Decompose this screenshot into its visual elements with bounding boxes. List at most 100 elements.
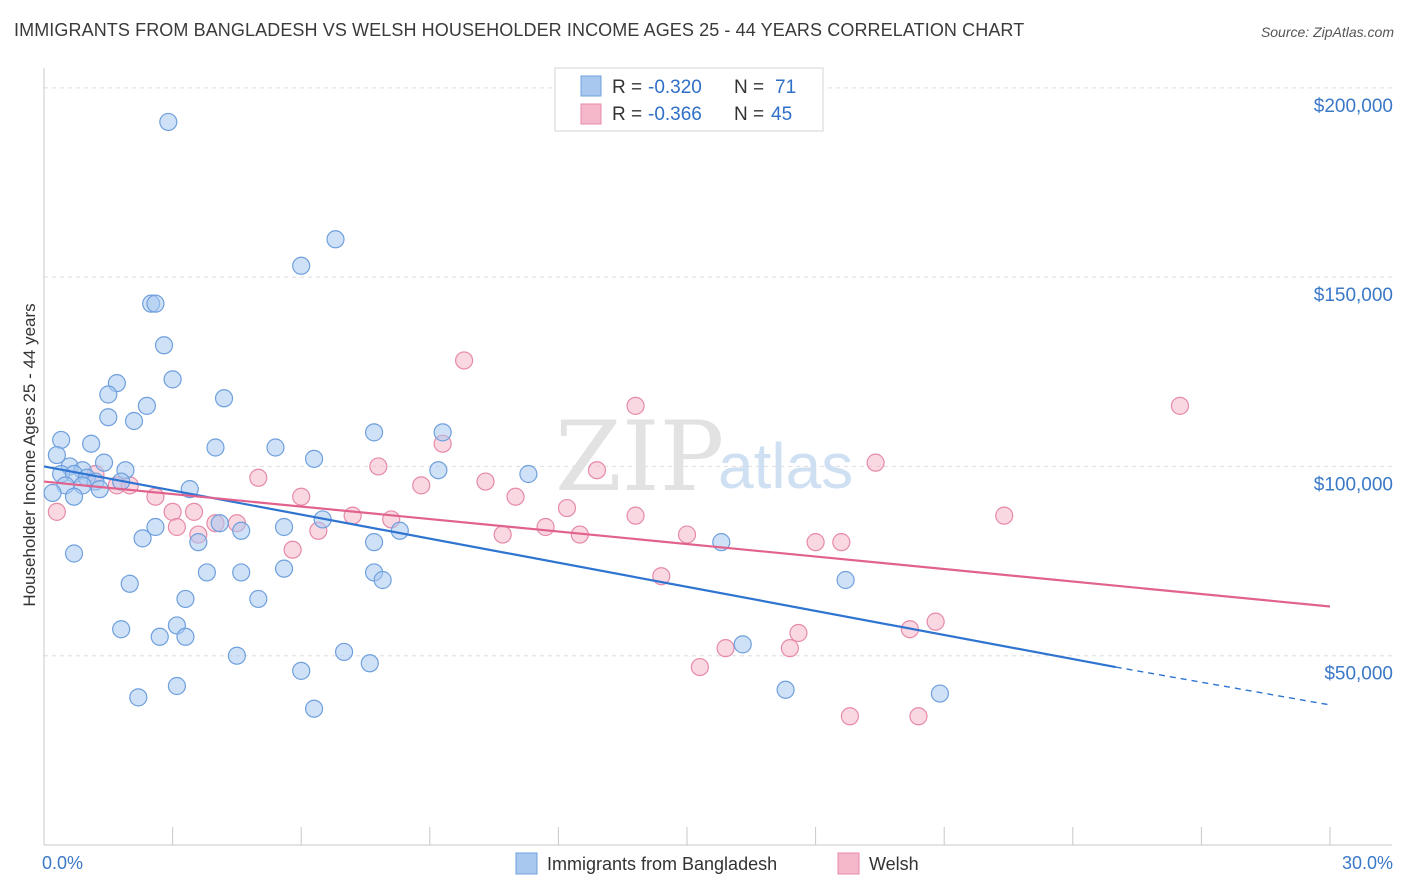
welsh-point bbox=[780, 639, 799, 658]
x-tick-marks bbox=[172, 827, 1331, 845]
welsh-point bbox=[249, 468, 268, 487]
bangladesh-point bbox=[94, 453, 114, 472]
welsh-point bbox=[536, 517, 555, 537]
series-legend-label-bangladesh[interactable]: Immigrants from Bangladesh bbox=[547, 854, 777, 874]
bangladesh-point bbox=[176, 589, 195, 609]
welsh-point bbox=[789, 623, 808, 643]
welsh-point bbox=[343, 506, 362, 525]
bangladesh-point bbox=[274, 517, 294, 537]
bangladesh-point bbox=[292, 256, 311, 275]
welsh-point bbox=[506, 487, 525, 506]
welsh-point bbox=[184, 502, 204, 521]
chart-title: IMMIGRANTS FROM BANGLADESH VS WELSH HOUS… bbox=[14, 20, 1025, 40]
welsh-point bbox=[283, 540, 302, 559]
y-tick-labels: $50,000 $100,000 $150,000 $200,000 bbox=[1314, 96, 1393, 685]
watermark-zip: ZIP bbox=[555, 401, 724, 513]
bangladesh-point bbox=[154, 336, 174, 355]
welsh-point bbox=[626, 506, 645, 525]
source-label: Source: ZipAtlas.com bbox=[1260, 24, 1394, 40]
series-legend-swatch-bangladesh[interactable] bbox=[515, 852, 538, 875]
series-legend-swatch-welsh[interactable] bbox=[837, 852, 860, 875]
welsh-point bbox=[806, 533, 825, 552]
bangladesh-point bbox=[206, 438, 225, 457]
welsh-point bbox=[493, 525, 512, 544]
bangladesh-point bbox=[292, 661, 311, 680]
bangladesh-trend-extension bbox=[1115, 666, 1331, 706]
welsh-point bbox=[476, 472, 495, 491]
legend-n-value-1: 71 bbox=[775, 77, 796, 98]
welsh-point bbox=[926, 612, 945, 631]
bangladesh-point bbox=[163, 370, 182, 389]
x-tick-label-min: 0.0% bbox=[42, 853, 83, 873]
welsh-point bbox=[412, 476, 431, 495]
bangladesh-point bbox=[124, 411, 144, 431]
bangladesh-point bbox=[64, 544, 84, 563]
series-legend: Immigrants from Bangladesh Welsh bbox=[515, 852, 919, 875]
bangladesh-point bbox=[433, 423, 452, 442]
bangladesh-point bbox=[64, 487, 84, 506]
legend-swatch-bangladesh bbox=[580, 75, 602, 97]
bangladesh-point bbox=[146, 517, 165, 537]
bangladesh-point bbox=[227, 646, 246, 665]
bangladesh-point bbox=[176, 627, 195, 646]
y-tick-label: $100,000 bbox=[1314, 474, 1393, 495]
welsh-point bbox=[840, 707, 859, 726]
welsh-point bbox=[163, 502, 182, 521]
bangladesh-point bbox=[390, 521, 409, 540]
bangladesh-point bbox=[334, 642, 354, 662]
bangladesh-point bbox=[776, 680, 795, 699]
welsh-point bbox=[995, 506, 1014, 525]
bangladesh-point bbox=[137, 396, 156, 415]
bangladesh-point bbox=[112, 620, 131, 639]
x-tick-label-max: 30.0% bbox=[1342, 853, 1393, 873]
welsh-point bbox=[167, 517, 186, 537]
welsh-point bbox=[587, 461, 607, 480]
legend-r-value-2: -0.366 bbox=[648, 104, 702, 125]
bangladesh-point bbox=[133, 529, 152, 548]
bangladesh-point bbox=[99, 408, 118, 427]
bangladesh-point bbox=[266, 438, 285, 457]
legend-r-label-2: R = bbox=[612, 104, 642, 125]
y-axis-label: Householder Income Ages 25 - 44 years bbox=[20, 303, 39, 606]
welsh-point bbox=[716, 639, 735, 658]
bangladesh-point bbox=[304, 449, 324, 468]
bangladesh-point bbox=[364, 533, 384, 552]
bangladesh-point bbox=[129, 688, 148, 707]
bangladesh-point bbox=[167, 676, 186, 696]
legend-r-value-1: -0.320 bbox=[648, 77, 702, 98]
series-legend-label-welsh[interactable]: Welsh bbox=[869, 854, 919, 874]
bangladesh-point bbox=[210, 514, 229, 533]
bangladesh-point bbox=[232, 563, 251, 582]
trend-lines bbox=[43, 465, 1331, 706]
bangladesh-point bbox=[304, 699, 324, 718]
welsh-point bbox=[454, 351, 474, 370]
legend-swatch-welsh bbox=[580, 103, 602, 125]
bangladesh-point bbox=[120, 574, 139, 593]
bangladesh-point bbox=[90, 480, 109, 499]
bangladesh-point bbox=[360, 654, 379, 673]
y-tick-label: $150,000 bbox=[1314, 285, 1393, 306]
grid-lines bbox=[44, 87, 1392, 657]
bangladesh-point bbox=[150, 627, 169, 646]
bangladesh-point bbox=[99, 385, 118, 404]
y-tick-label: $200,000 bbox=[1314, 96, 1393, 117]
welsh-point bbox=[909, 707, 928, 726]
bangladesh-point bbox=[197, 563, 216, 582]
bangladesh-point bbox=[429, 461, 448, 480]
bangladesh-point bbox=[373, 570, 392, 590]
stats-legend: R = -0.320 N = 71 R = -0.366 N = 45 bbox=[554, 67, 824, 132]
bangladesh-point bbox=[43, 483, 62, 503]
watermark-atlas: atlas bbox=[718, 430, 853, 502]
bangladesh-point bbox=[249, 589, 268, 609]
bangladesh-point bbox=[52, 430, 71, 450]
welsh-point bbox=[677, 525, 697, 544]
axes bbox=[43, 68, 1392, 846]
welsh-point bbox=[369, 457, 388, 476]
bangladesh-point bbox=[836, 570, 855, 590]
welsh-point bbox=[557, 498, 577, 518]
welsh-point bbox=[832, 533, 851, 552]
bangladesh-point bbox=[733, 635, 752, 654]
welsh-trend-line bbox=[43, 480, 1331, 608]
bangladesh-point bbox=[189, 533, 208, 552]
